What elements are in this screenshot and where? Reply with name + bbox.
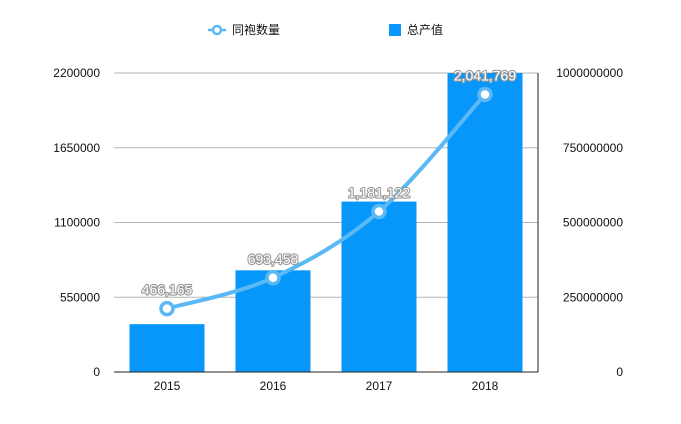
x-tick-label: 2016 xyxy=(260,379,287,393)
line-path xyxy=(165,92,487,311)
bar-2017 xyxy=(341,201,417,372)
x-tick-label: 2015 xyxy=(154,379,181,393)
right-tick-label: 0 xyxy=(616,365,623,379)
right-tick-label: 1000000000 xyxy=(556,66,623,80)
left-tick-label: 0 xyxy=(93,365,100,379)
left-tick-label: 550000 xyxy=(60,290,100,304)
legend-label-line: 同袍数量 xyxy=(232,22,280,37)
data-label-2015: 466,165 xyxy=(142,282,193,298)
line-series xyxy=(159,86,493,317)
data-labels: 466,165 693,458 1,181,122 2,041,769 xyxy=(141,66,518,298)
line-point-2018 xyxy=(477,86,493,103)
line-point-2016 xyxy=(265,270,281,286)
right-tick-label: 750000000 xyxy=(563,141,623,155)
legend-bar-swatch xyxy=(389,24,401,36)
bar-2015 xyxy=(129,324,205,372)
legend-label-bar: 总产值 xyxy=(407,22,443,37)
right-tick-label: 250000000 xyxy=(563,290,623,304)
x-tick-label: 2018 xyxy=(472,379,499,393)
legend: 同袍数量 总产值 xyxy=(208,22,443,37)
data-label-2016: 693,458 xyxy=(248,251,299,267)
left-tick-label: 1650000 xyxy=(53,141,100,155)
x-tick-label: 2017 xyxy=(366,379,393,393)
left-tick-label: 2200000 xyxy=(53,66,100,80)
data-label-2018: 2,041,769 xyxy=(454,68,516,84)
right-tick-label: 500000000 xyxy=(563,216,623,230)
bar-2018 xyxy=(447,73,523,372)
legend-marker-icon xyxy=(211,24,223,36)
data-label-2017: 1,181,122 xyxy=(348,184,410,200)
axes: 0 0 550000 250000000 1100000 500000000 1650000… xyxy=(53,66,623,393)
line-point-2015 xyxy=(159,300,175,317)
line-point-2017 xyxy=(371,203,387,220)
left-tick-label: 1100000 xyxy=(54,216,100,230)
